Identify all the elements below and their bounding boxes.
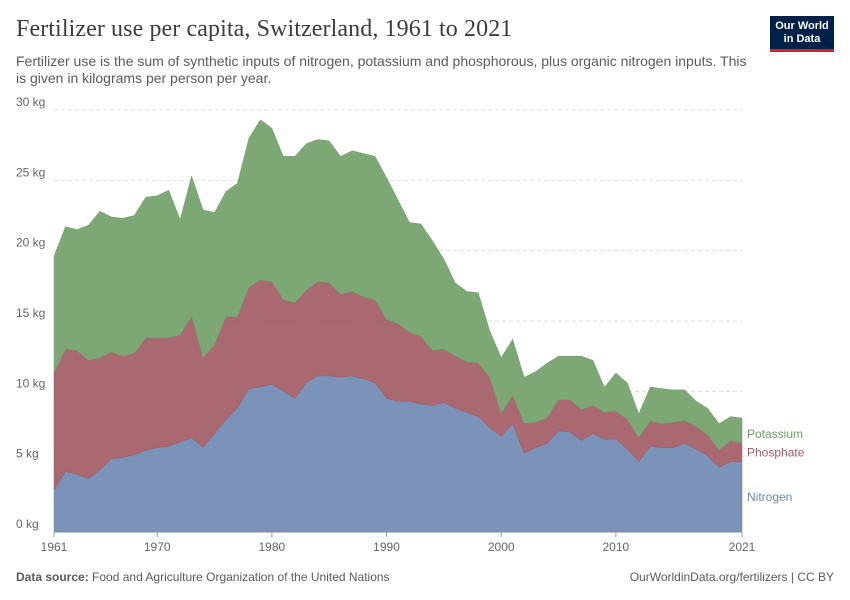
stacked-area-chart: 0 kg 5 kg 10 kg 15 kg 20 kg 25 kg 30 kg 1961 197… xyxy=(16,96,805,554)
source-text: Food and Agriculture Organization of the… xyxy=(92,570,390,584)
y-tick-label: 5 kg xyxy=(16,447,39,461)
area-series xyxy=(53,119,743,533)
x-tick-label: 2000 xyxy=(488,540,515,554)
y-tick-label: 20 kg xyxy=(16,236,45,250)
x-tick-label: 1961 xyxy=(41,540,68,554)
series-labels: Nitrogen Phosphate Potassium xyxy=(747,427,805,504)
owid-logo[interactable]: Our World in Data xyxy=(770,16,834,52)
url-license-link[interactable]: OurWorldinData.org/fertilizers | CC BY xyxy=(629,570,834,584)
area-potassium[interactable] xyxy=(53,119,743,451)
y-tick-label: 25 kg xyxy=(16,165,45,179)
y-tick-label: 15 kg xyxy=(16,306,45,320)
x-tick-label: 1970 xyxy=(144,540,171,554)
y-tick-label: 30 kg xyxy=(16,96,45,109)
axes: 0 kg 5 kg 10 kg 15 kg 20 kg 25 kg 30 kg 1961 197… xyxy=(16,96,756,554)
logo-line-2: in Data xyxy=(783,33,821,45)
chart-subtitle: Fertilizer use is the sum of synthetic i… xyxy=(16,53,747,86)
series-label-nitrogen: Nitrogen xyxy=(747,490,792,504)
source-label: Data source: xyxy=(16,570,89,584)
x-tick-label: 2021 xyxy=(729,540,756,554)
y-tick-label: 10 kg xyxy=(16,376,45,390)
y-tick-label: 0 kg xyxy=(16,517,39,531)
series-label-potassium: Potassium xyxy=(747,427,803,441)
x-tick-label: 1980 xyxy=(259,540,286,554)
x-tick-label: 1990 xyxy=(373,540,400,554)
series-label-phosphate: Phosphate xyxy=(747,446,805,460)
logo-line-1: Our World xyxy=(775,20,829,32)
chart-title: Fertilizer use per capita, Switzerland, … xyxy=(16,16,513,42)
x-tick-label: 2010 xyxy=(603,540,630,554)
footer: Data source: Food and Agriculture Organi… xyxy=(16,570,834,584)
